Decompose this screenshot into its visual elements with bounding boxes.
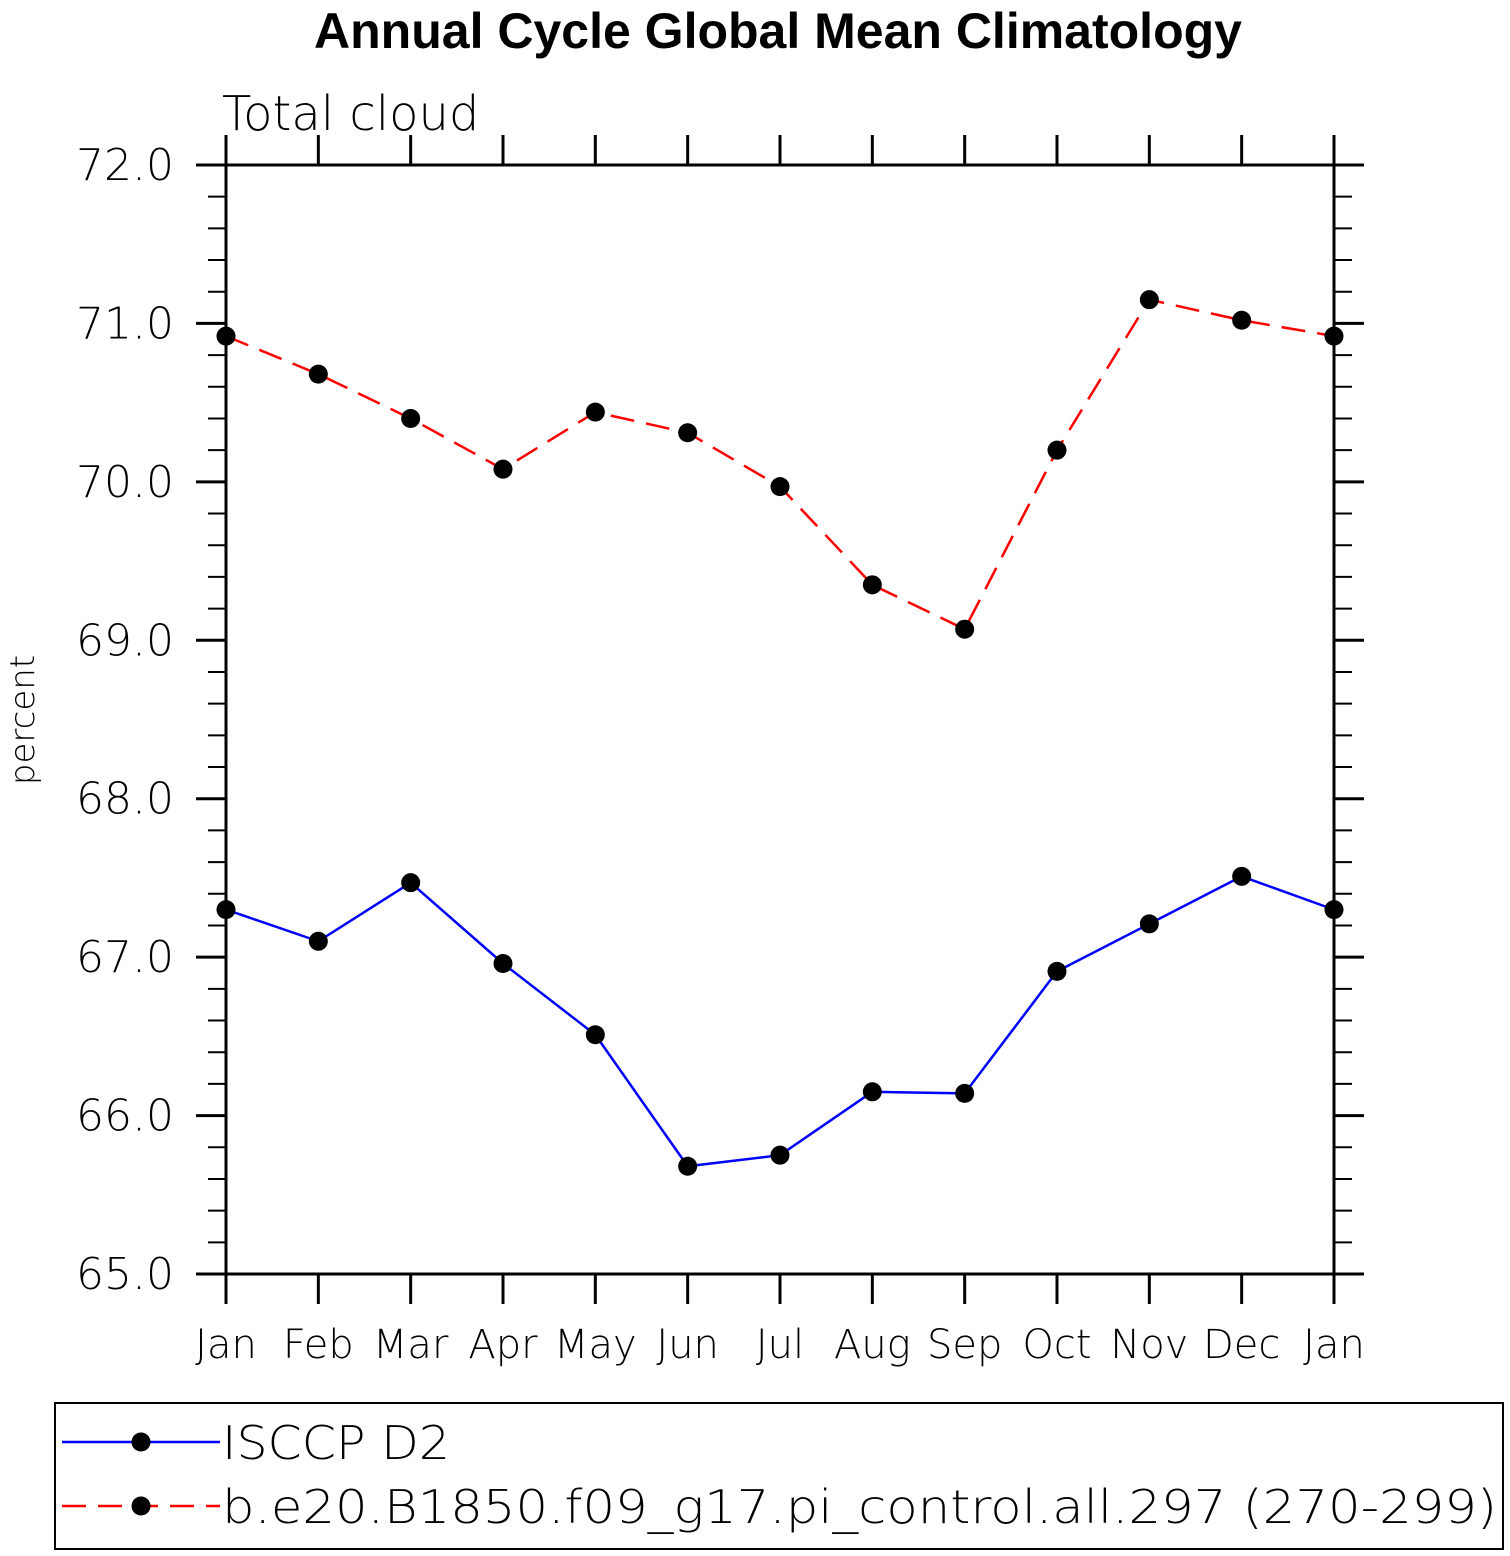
- data-point: [493, 459, 513, 479]
- data-point: [862, 575, 882, 595]
- series-layer: [216, 290, 1344, 1176]
- x-tick-label: Apr: [468, 1322, 538, 1368]
- y-axis-label: percent: [3, 655, 43, 785]
- data-point: [955, 619, 975, 639]
- legend-label: ISCCP D2: [222, 1416, 450, 1470]
- data-point: [1139, 914, 1159, 934]
- x-tick-label: Sep: [927, 1322, 1002, 1368]
- series-line: [225, 298, 1335, 631]
- data-point: [678, 1156, 698, 1176]
- x-tick-label: Jan: [195, 1322, 257, 1368]
- data-point: [1139, 290, 1159, 310]
- data-point: [1324, 900, 1344, 920]
- legend: ISCCP D2 b.e20.B1850.f09_g17.pi_control.a…: [54, 1402, 1504, 1550]
- data-point: [1047, 440, 1067, 460]
- y-tick-label: 71.0: [76, 298, 174, 349]
- legend-box: [54, 1402, 1504, 1550]
- x-tick-label: Jan: [1303, 1322, 1365, 1368]
- x-tick-label: Aug: [834, 1322, 911, 1368]
- legend-label: b.e20.B1850.f09_g17.pi_control.all.297 (…: [222, 1480, 1497, 1534]
- series-line: [225, 874, 1335, 1168]
- data-point: [401, 408, 421, 428]
- data-point: [585, 402, 605, 422]
- data-point: [1232, 866, 1252, 886]
- data-point: [862, 1082, 882, 1102]
- x-tick-label: Jul: [756, 1322, 804, 1368]
- y-tick-label: 66.0: [76, 1091, 174, 1142]
- data-point: [1232, 310, 1252, 330]
- y-tick-label: 67.0: [76, 932, 174, 983]
- data-point: [493, 953, 513, 973]
- x-tick-label: Feb: [283, 1322, 354, 1368]
- data-point: [216, 900, 236, 920]
- x-tick-label: Mar: [373, 1322, 449, 1368]
- y-tick-label: 72.0: [76, 140, 174, 191]
- data-point: [770, 1145, 790, 1165]
- data-point: [770, 477, 790, 497]
- legend-marker: [131, 1432, 151, 1452]
- legend-marker: [131, 1496, 151, 1516]
- series-0: [216, 866, 1344, 1176]
- data-point: [955, 1083, 975, 1103]
- data-point: [1047, 961, 1067, 981]
- data-point: [308, 931, 328, 951]
- y-tick-label: 69.0: [76, 615, 174, 666]
- data-point: [216, 326, 236, 346]
- chart-title: Annual Cycle Global Mean Climatology: [314, 3, 1242, 59]
- series-1: [216, 290, 1344, 639]
- y-tick-label: 70.0: [76, 457, 174, 508]
- axes: 65.0 66.0 67.0 68.0 69.0 70.0 71.0 72.0 Jan Feb Ma…: [76, 135, 1365, 1368]
- data-point: [678, 423, 698, 443]
- chart-subtitle: Total cloud: [222, 86, 479, 142]
- x-tick-label: Oct: [1022, 1322, 1091, 1368]
- data-point: [585, 1025, 605, 1045]
- data-point: [401, 873, 421, 893]
- y-tick-label: 68.0: [76, 774, 174, 825]
- x-tick-label: May: [554, 1322, 637, 1368]
- plot-frame: [224, 163, 1336, 1276]
- x-tick-label: Nov: [1110, 1322, 1188, 1368]
- x-tick-label: Dec: [1203, 1322, 1280, 1368]
- y-tick-label: 65.0: [76, 1249, 174, 1300]
- data-point: [308, 364, 328, 384]
- data-point: [1324, 326, 1344, 346]
- x-tick-label: Jun: [656, 1322, 719, 1368]
